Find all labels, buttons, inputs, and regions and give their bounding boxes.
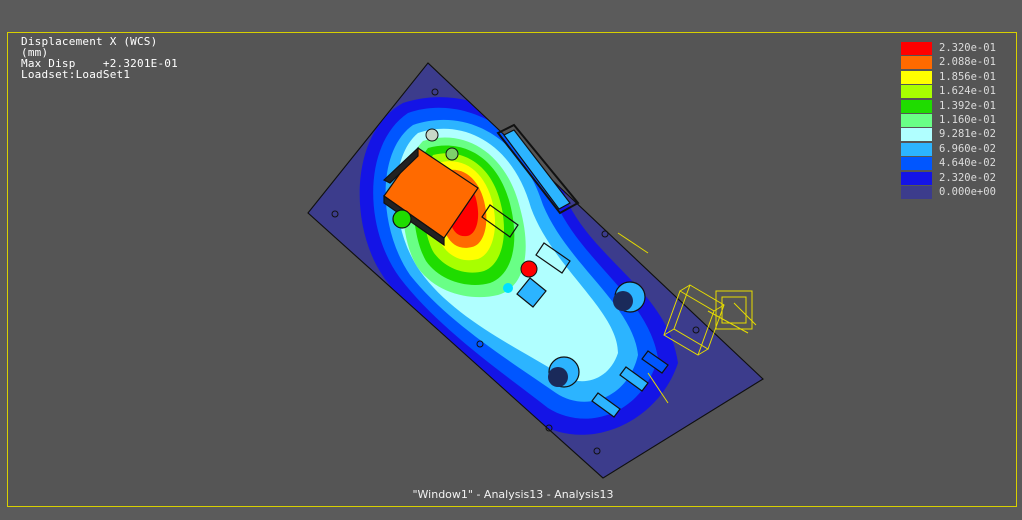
result-info-panel: Displacement X (WCS) (mm) Max Disp +2.32… bbox=[21, 36, 178, 80]
window-caption: "Window1" - Analysis13 - Analysis13 bbox=[412, 488, 614, 501]
constraint-wireframe bbox=[617, 232, 757, 404]
legend-entry: 0.000e+00 bbox=[899, 185, 1009, 199]
max-disp-value: +2.3201E-01 bbox=[102, 57, 178, 70]
legend-entry: 1.856e-01 bbox=[899, 70, 1009, 84]
color-legend: 2.320e-01 2.088e-01 1.856e-01 1.624e-01 1.39… bbox=[899, 41, 1009, 199]
legend-entry: 2.320e-01 bbox=[899, 41, 1009, 55]
fem-model-plot[interactable] bbox=[8, 33, 1017, 507]
max-displacement-marker bbox=[520, 260, 538, 278]
legend-swatch bbox=[901, 70, 932, 84]
max-disp-line: Max Disp +2.3201E-01 bbox=[21, 58, 178, 69]
legend-label: 0.000e+00 bbox=[939, 185, 996, 198]
legend-swatch bbox=[901, 171, 932, 185]
legend-swatch bbox=[901, 85, 932, 99]
result-units: (mm) bbox=[21, 46, 49, 59]
legend-entry: 2.320e-02 bbox=[899, 171, 1009, 185]
legend-swatch bbox=[901, 185, 932, 199]
board-components bbox=[382, 123, 669, 418]
legend-label: 9.281e-02 bbox=[939, 128, 996, 141]
legend-label: 2.088e-01 bbox=[939, 56, 996, 69]
result-title: Displacement X (WCS) bbox=[21, 35, 158, 48]
legend-entry: 9.281e-02 bbox=[899, 127, 1009, 142]
mounting-holes bbox=[331, 88, 700, 455]
legend-entry: 1.160e-01 bbox=[899, 113, 1009, 127]
top-toolbar-area bbox=[0, 0, 1022, 32]
legend-swatch bbox=[901, 142, 932, 156]
legend-label: 1.160e-01 bbox=[939, 113, 996, 126]
sphere-marker bbox=[445, 147, 459, 161]
legend-entry: 4.640e-02 bbox=[899, 156, 1009, 171]
legend-swatch bbox=[901, 157, 932, 171]
legend-swatch bbox=[901, 56, 932, 70]
loadset-label: Loadset:LoadSet1 bbox=[21, 68, 131, 81]
legend-label: 1.624e-01 bbox=[939, 85, 996, 98]
legend-label: 1.392e-01 bbox=[939, 99, 996, 112]
legend-swatch bbox=[901, 113, 932, 127]
legend-label: 6.960e-02 bbox=[939, 142, 996, 155]
status-bar-area bbox=[0, 507, 1022, 520]
graphics-viewport[interactable]: Displacement X (WCS) (mm) Max Disp +2.32… bbox=[7, 32, 1017, 507]
legend-label: 1.856e-01 bbox=[939, 70, 996, 83]
sphere-marker bbox=[425, 128, 439, 142]
legend-entry: 1.624e-01 bbox=[899, 84, 1009, 99]
legend-swatch bbox=[901, 99, 932, 113]
legend-label: 4.640e-02 bbox=[939, 157, 996, 170]
sphere-marker bbox=[503, 283, 513, 293]
legend-entry: 1.392e-01 bbox=[899, 99, 1009, 113]
legend-swatch bbox=[901, 128, 932, 142]
legend-label: 2.320e-01 bbox=[939, 42, 996, 54]
legend-entry: 2.088e-01 bbox=[899, 55, 1009, 70]
legend-entry: 6.960e-02 bbox=[899, 142, 1009, 156]
max-disp-label: Max Disp bbox=[21, 57, 76, 70]
legend-swatch bbox=[901, 42, 932, 55]
legend-label: 2.320e-02 bbox=[939, 171, 996, 184]
